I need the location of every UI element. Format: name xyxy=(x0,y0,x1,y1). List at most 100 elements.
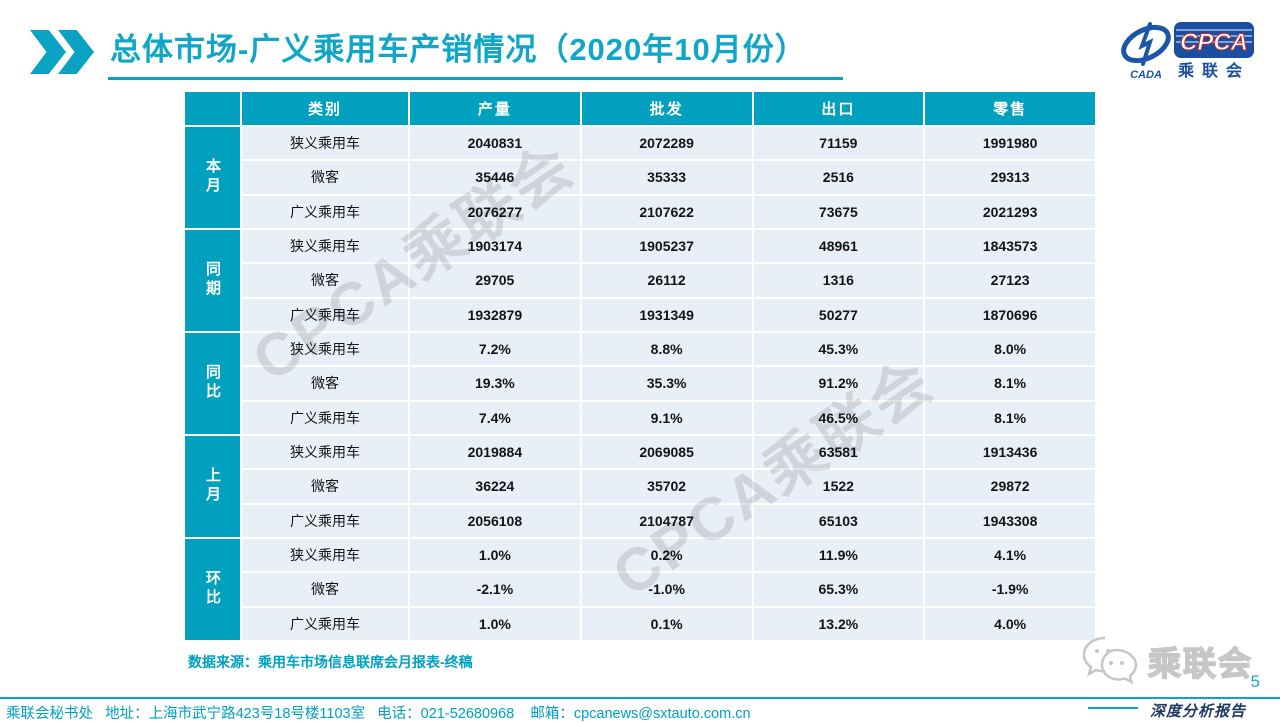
cpca-box: CPCA 乘联会 xyxy=(1174,22,1254,80)
page-title: 总体市场-广义乘用车产销情况（2020年10月份） xyxy=(108,24,843,80)
chevron-right-icon xyxy=(30,30,66,74)
value-cell: 2021293 xyxy=(925,195,1095,228)
wechat-badge: 乘联会 xyxy=(1080,634,1253,688)
category-cell: 微客 xyxy=(242,161,408,194)
value-cell: 4.1% xyxy=(925,538,1095,572)
value-cell: 0.1% xyxy=(581,607,752,640)
value-cell: 8.1% xyxy=(925,401,1095,434)
value-cell: 35702 xyxy=(581,470,752,503)
cpca-swoosh-icon: CADA xyxy=(1121,22,1171,81)
value-cell: 36224 xyxy=(410,470,580,503)
data-source-note: 数据来源：乘用车市场信息联席会月报表-终稿 xyxy=(188,654,473,670)
value-cell: 29872 xyxy=(925,470,1095,503)
value-cell: 73675 xyxy=(753,195,924,228)
value-cell: 35333 xyxy=(581,161,752,194)
category-cell: 微客 xyxy=(242,470,408,503)
value-cell: 91.2% xyxy=(753,367,924,400)
category-cell: 微客 xyxy=(242,573,408,606)
slide-header: 总体市场-广义乘用车产销情况（2020年10月份） xyxy=(30,24,843,80)
double-chevron-icon xyxy=(30,30,94,74)
value-cell: 71159 xyxy=(753,127,924,160)
table-corner-cell xyxy=(185,92,240,125)
value-cell: 26112 xyxy=(581,264,752,297)
value-cell: 1870696 xyxy=(925,298,1095,331)
category-cell: 广义乘用车 xyxy=(242,298,408,331)
value-cell: 2104787 xyxy=(581,504,752,537)
value-cell: 2076277 xyxy=(410,195,580,228)
value-cell: 2069085 xyxy=(581,435,752,469)
wechat-icon xyxy=(1082,636,1138,685)
value-cell: 7.4% xyxy=(410,401,580,434)
value-cell: 1903174 xyxy=(410,229,580,263)
value-cell: 1932879 xyxy=(410,298,580,331)
group-label: 上月 xyxy=(185,435,240,537)
value-cell: 45.3% xyxy=(753,332,924,366)
category-cell: 广义乘用车 xyxy=(242,607,408,640)
value-cell: 1.0% xyxy=(410,607,580,640)
category-cell: 狭义乘用车 xyxy=(242,435,408,469)
value-cell: 1522 xyxy=(753,470,924,503)
value-cell: 19.3% xyxy=(410,367,580,400)
value-cell: 48961 xyxy=(753,229,924,263)
value-cell: 4.0% xyxy=(925,607,1095,640)
category-cell: 狭义乘用车 xyxy=(242,229,408,263)
value-cell: 1905237 xyxy=(581,229,752,263)
value-cell: 2040831 xyxy=(410,127,580,160)
column-header: 零售 xyxy=(925,92,1095,125)
logo-cada-text: CADA xyxy=(1130,69,1162,81)
value-cell: 1843573 xyxy=(925,229,1095,263)
report-tag-dash xyxy=(1088,707,1138,709)
value-cell: 1931349 xyxy=(581,298,752,331)
value-cell: 2056108 xyxy=(410,504,580,537)
value-cell: 2072289 xyxy=(581,127,752,160)
value-cell: 8.8% xyxy=(581,332,752,366)
value-cell: 8.0% xyxy=(925,332,1095,366)
value-cell: -1.0% xyxy=(581,573,752,606)
page-number: 5 xyxy=(1250,672,1260,691)
value-cell: -2.1% xyxy=(410,573,580,606)
category-cell: 狭义乘用车 xyxy=(242,127,408,160)
value-cell: 8.1% xyxy=(925,367,1095,400)
value-cell: 2516 xyxy=(753,161,924,194)
production-sales-table: 类别 产量 批发 出口 零售 本月 狭义乘用车 2040831 2072289 71159 1991… xyxy=(185,92,1095,640)
cpca-logo-graphic: CADA CPCA 乘联会 xyxy=(1121,22,1254,81)
category-cell: 广义乘用车 xyxy=(242,504,408,537)
value-cell: 50277 xyxy=(753,298,924,331)
value-cell: 2107622 xyxy=(581,195,752,228)
value-cell: 65.3% xyxy=(753,573,924,606)
value-cell: 2019884 xyxy=(410,435,580,469)
value-cell: 13.2% xyxy=(753,607,924,640)
value-cell: 1943308 xyxy=(925,504,1095,537)
value-cell: 9.1% xyxy=(581,401,752,434)
group-label: 环比 xyxy=(185,538,240,640)
category-cell: 狭义乘用车 xyxy=(242,332,408,366)
category-cell: 广义乘用车 xyxy=(242,195,408,228)
category-cell: 微客 xyxy=(242,367,408,400)
footer-divider-line xyxy=(0,697,1280,699)
column-header: 出口 xyxy=(753,92,924,125)
wechat-label: 乘联会 xyxy=(1147,644,1253,683)
value-cell: 0.2% xyxy=(581,538,752,572)
column-header: 批发 xyxy=(581,92,752,125)
category-cell: 广义乘用车 xyxy=(242,401,408,434)
value-cell: 1913436 xyxy=(925,435,1095,469)
category-cell: 狭义乘用车 xyxy=(242,538,408,572)
value-cell: 11.9% xyxy=(753,538,924,572)
cpca-logo: CADA CPCA 乘联会 xyxy=(1116,16,1258,93)
logo-cpca-text: CPCA xyxy=(1180,29,1248,56)
value-cell: 27123 xyxy=(925,264,1095,297)
group-label: 同期 xyxy=(185,229,240,331)
value-cell: 29705 xyxy=(410,264,580,297)
value-cell: 35446 xyxy=(410,161,580,194)
value-cell: 29313 xyxy=(925,161,1095,194)
group-label: 本月 xyxy=(185,127,240,228)
group-label: 同比 xyxy=(185,332,240,434)
value-cell: 65103 xyxy=(753,504,924,537)
report-tag: 深度分析报告 xyxy=(1146,700,1251,721)
value-cell: 35.3% xyxy=(581,367,752,400)
value-cell: 1.0% xyxy=(410,538,580,572)
value-cell: -1.9% xyxy=(925,573,1095,606)
value-cell: 7.2% xyxy=(410,332,580,366)
column-header: 类别 xyxy=(242,92,408,125)
category-cell: 微客 xyxy=(242,264,408,297)
